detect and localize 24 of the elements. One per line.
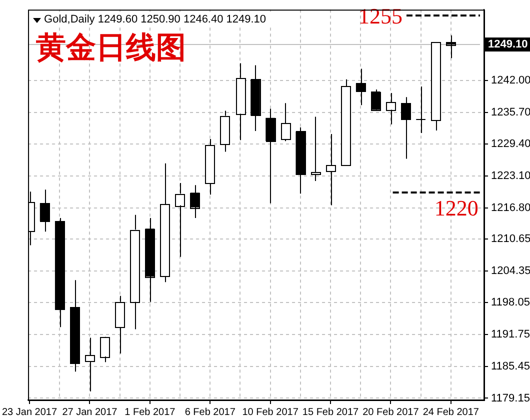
y-tick-label: 1210.65 <box>491 232 530 245</box>
y-tick-label: 1179.15 <box>491 392 530 404</box>
y-tick-label: 1191.75 <box>491 328 530 341</box>
y-tick-label: 1229.40 <box>491 138 530 150</box>
chart-subtitle: Gold,Daily 1249.60 1250.90 1246.40 1249.10 <box>44 14 266 26</box>
x-tick-label: 10 Feb 2017 <box>242 406 299 418</box>
ref-line-label: 1249.10 <box>488 38 528 51</box>
y-tick-label: 1216.80 <box>491 202 530 214</box>
y-tick-label: 1198.05 <box>491 296 530 309</box>
x-tick-label: 15 Feb 2017 <box>302 406 360 418</box>
y-tick-label: 1185.45 <box>491 360 530 372</box>
text: 黄金日线图 <box>36 30 186 66</box>
x-tick-label: 23 Jan 2017 <box>2 406 58 418</box>
ref-line-label: 1220 <box>434 195 478 220</box>
x-tick-label: 24 Feb 2017 <box>422 406 480 418</box>
x-tick-label: 6 Feb 2017 <box>184 406 236 418</box>
y-tick-label: 1204.35 <box>491 264 530 277</box>
candlestick <box>416 86 426 134</box>
x-tick-label: 27 Jan 2017 <box>62 406 118 418</box>
y-tick-label: 1223.10 <box>491 170 530 182</box>
x-tick-label: 1 Feb 2017 <box>124 406 176 418</box>
y-tick-label: 1235.70 <box>491 106 530 118</box>
y-tick-label: 1242.00 <box>491 74 530 86</box>
x-tick-label: 20 Feb 2017 <box>362 406 420 418</box>
